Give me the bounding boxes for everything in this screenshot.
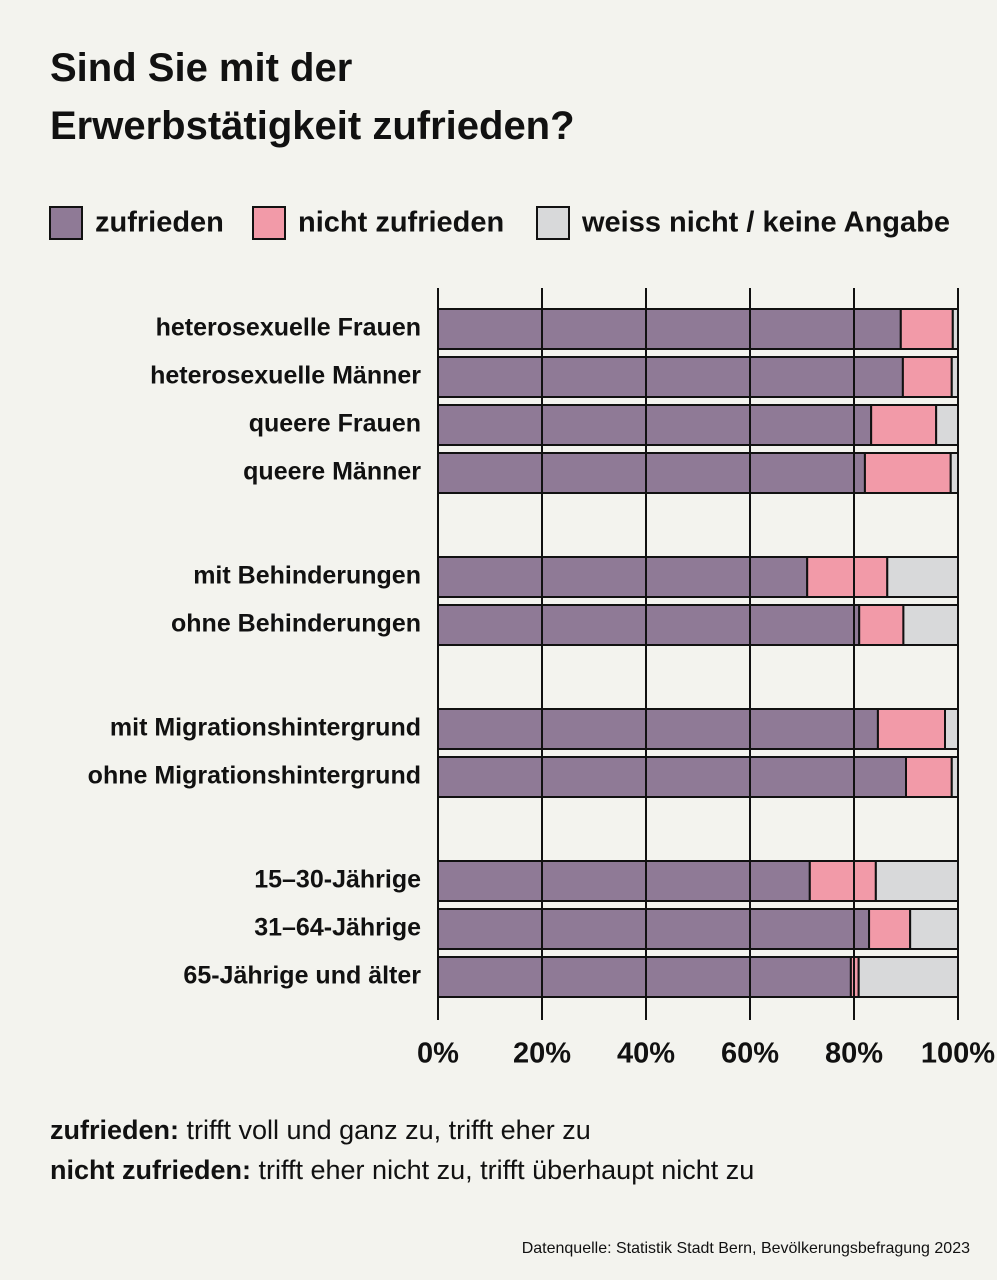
legend-label: weiss nicht / keine Angabe — [581, 207, 950, 239]
bar-segment — [437, 404, 873, 446]
title-line: Sind Sie mit der — [50, 46, 352, 90]
bar-segment — [437, 956, 852, 998]
bar-segment — [944, 708, 959, 750]
bar-segment — [909, 908, 959, 950]
bar-segment — [437, 708, 879, 750]
category-label: heterosexuelle Männer — [150, 362, 421, 390]
bar-segment — [935, 404, 959, 446]
x-tick-label: 60% — [721, 1038, 779, 1070]
category-label: queere Frauen — [249, 410, 421, 438]
note-term: nicht zufrieden: — [50, 1155, 251, 1185]
category-label: 65-Jährige und älter — [183, 962, 421, 990]
note-text: trifft eher nicht zu, trifft überhaupt n… — [251, 1155, 754, 1185]
category-label: 31–64-Jährige — [254, 914, 421, 942]
bar-segment — [437, 556, 809, 598]
bar-segment — [437, 756, 907, 798]
legend-swatch — [536, 206, 570, 240]
category-label: mit Migrationshintergrund — [110, 714, 421, 742]
bar-segment — [437, 908, 871, 950]
legend-label: zufrieden — [95, 207, 224, 239]
bar-segment — [899, 308, 954, 350]
category-label: queere Männer — [243, 458, 421, 486]
title-line: Erwerbstätigkeit zufrieden? — [50, 104, 575, 148]
source: Datenquelle: Statistik Stadt Bern, Bevöl… — [522, 1240, 970, 1257]
bar-segment — [437, 452, 866, 494]
bar-segment — [437, 604, 861, 646]
x-tick-label: 40% — [617, 1038, 675, 1070]
x-tick-label: 20% — [513, 1038, 571, 1070]
bar-segment — [870, 404, 938, 446]
bar-segment — [437, 860, 811, 902]
bar-segment — [437, 356, 904, 398]
bar-segment — [874, 860, 960, 902]
category-label: ohne Migrationshintergrund — [88, 762, 421, 790]
chart-title: Sind Sie mit der Erwerbstätigkeit zufried… — [50, 46, 575, 148]
bar-segment — [806, 556, 889, 598]
bar-segment — [902, 604, 960, 646]
bar-segment — [949, 452, 959, 494]
bar-segment — [868, 908, 912, 950]
bar-segment — [863, 452, 952, 494]
bar-segment — [808, 860, 877, 902]
legend-swatch — [252, 206, 286, 240]
bar-segment — [857, 956, 959, 998]
x-tick-label: 0% — [417, 1038, 459, 1070]
bar-segment — [886, 556, 960, 598]
category-label: heterosexuelle Frauen — [156, 314, 421, 342]
category-label: ohne Behinderungen — [171, 610, 421, 638]
bar-segment — [876, 708, 946, 750]
category-label: 15–30-Jährige — [254, 866, 421, 894]
note-term: zufrieden: — [50, 1115, 179, 1145]
legend-label: nicht zufrieden — [298, 207, 504, 239]
bar-segment — [437, 308, 902, 350]
note: zufrieden: trifft voll und ganz zu, trif… — [50, 1115, 591, 1145]
x-tick-label: 100% — [921, 1038, 995, 1070]
x-tick-label: 80% — [825, 1038, 883, 1070]
note: nicht zufrieden: trifft eher nicht zu, t… — [50, 1155, 754, 1185]
bar-segment — [901, 356, 953, 398]
bar-segment — [905, 756, 953, 798]
bar-segment — [858, 604, 905, 646]
category-label: mit Behinderungen — [193, 562, 421, 590]
legend-swatch — [49, 206, 83, 240]
note-text: trifft voll und ganz zu, trifft eher zu — [179, 1115, 591, 1145]
